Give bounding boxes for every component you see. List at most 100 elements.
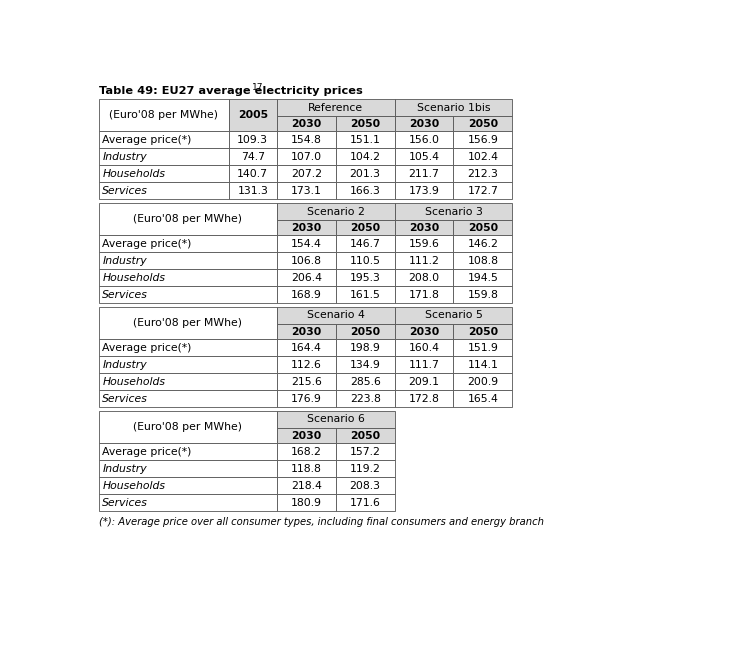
Bar [395,165,454,182]
Bar [229,165,277,182]
Bar [277,339,336,356]
Text: Scenario 3: Scenario 3 [425,206,483,216]
Text: 2050: 2050 [468,222,498,233]
Text: 151.1: 151.1 [349,135,381,145]
Text: 154.8: 154.8 [291,135,322,145]
Bar [395,99,513,116]
Bar [98,149,229,165]
Bar [277,165,336,182]
Bar [336,444,395,460]
Text: 107.0: 107.0 [291,152,322,162]
Text: 102.4: 102.4 [467,152,498,162]
Text: 206.4: 206.4 [291,273,322,283]
Bar [454,356,513,373]
Text: 2050: 2050 [350,119,380,129]
Text: Scenario 6: Scenario 6 [307,415,364,425]
Bar [277,116,336,132]
Bar [98,286,277,303]
Bar [336,182,395,199]
Text: 194.5: 194.5 [468,273,498,283]
Text: 111.7: 111.7 [408,360,440,370]
Bar [277,182,336,199]
Bar [336,356,395,373]
Bar [395,253,454,269]
Text: Households: Households [102,377,165,386]
Text: Scenario 4: Scenario 4 [307,310,364,321]
Text: 114.1: 114.1 [468,360,498,370]
Bar [336,220,395,235]
Text: 176.9: 176.9 [291,394,322,404]
Text: 112.6: 112.6 [291,360,322,370]
Text: 173.1: 173.1 [291,185,322,196]
Text: 212.3: 212.3 [468,169,498,179]
Text: (*): Average price over all consumer types, including final consumers and energy: (*): Average price over all consumer typ… [98,517,544,528]
Bar [454,132,513,149]
Text: 118.8: 118.8 [291,464,322,474]
Text: 200.9: 200.9 [467,377,498,386]
Text: Industry: Industry [102,360,147,370]
Bar [395,203,513,220]
Bar [395,269,454,286]
Bar [336,324,395,339]
Text: 108.8: 108.8 [467,256,498,266]
Bar [454,373,513,390]
Text: 161.5: 161.5 [349,290,381,300]
Bar [229,149,277,165]
Text: Table 49: EU27 average electricity prices: Table 49: EU27 average electricity price… [98,87,362,96]
Bar [277,373,336,390]
Text: Industry: Industry [102,152,147,162]
Bar [98,494,277,511]
Text: 2030: 2030 [291,222,321,233]
Bar [277,428,336,444]
Bar [395,182,454,199]
Bar [277,307,395,324]
Bar [277,149,336,165]
Bar [395,356,454,373]
Bar [454,286,513,303]
Text: Industry: Industry [102,256,147,266]
Bar [98,165,229,182]
Text: 165.4: 165.4 [468,394,498,404]
Text: 131.3: 131.3 [238,185,268,196]
Text: Services: Services [102,394,148,404]
Text: Households: Households [102,169,165,179]
Text: 172.8: 172.8 [408,394,440,404]
Bar [98,253,277,269]
Text: 140.7: 140.7 [237,169,268,179]
Bar [277,477,336,494]
Bar [277,390,336,407]
Bar [229,182,277,199]
Bar [98,182,229,199]
Bar [454,339,513,356]
Bar [98,99,229,132]
Bar [336,165,395,182]
Text: 134.9: 134.9 [349,360,381,370]
Text: 105.4: 105.4 [408,152,440,162]
Text: (Euro'08 per MWhe): (Euro'08 per MWhe) [133,214,242,224]
Text: 168.9: 168.9 [291,290,322,300]
Bar [395,324,454,339]
Text: 2030: 2030 [291,119,321,129]
Text: Services: Services [102,185,148,196]
Text: Reference: Reference [308,103,364,113]
Text: 2030: 2030 [409,222,439,233]
Text: 2005: 2005 [238,110,268,120]
Bar [336,494,395,511]
Bar [336,390,395,407]
Bar [229,132,277,149]
Bar [454,116,513,132]
Bar [336,477,395,494]
Text: 106.8: 106.8 [291,256,322,266]
Text: 151.9: 151.9 [468,343,498,353]
Bar [395,116,454,132]
Bar [454,269,513,286]
Text: (Euro'08 per MWhe): (Euro'08 per MWhe) [133,318,242,328]
Text: 2050: 2050 [468,327,498,337]
Bar [395,390,454,407]
Text: 111.2: 111.2 [408,256,440,266]
Bar [395,339,454,356]
Text: 2030: 2030 [291,327,321,337]
Bar [336,149,395,165]
Text: 171.6: 171.6 [349,497,381,507]
Bar [277,460,336,477]
